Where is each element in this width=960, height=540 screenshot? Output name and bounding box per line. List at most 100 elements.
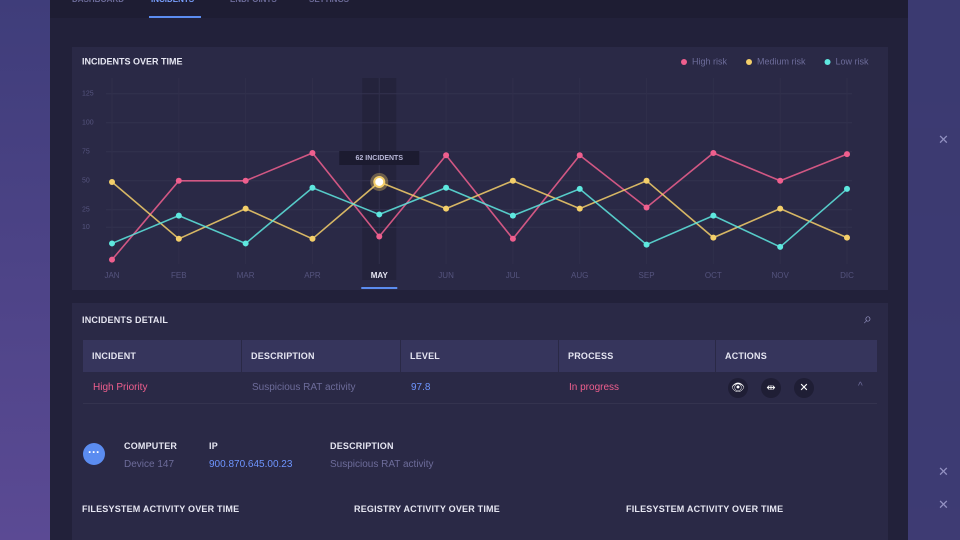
cell: In progress [569,382,620,393]
data-point [777,177,784,184]
close-icon[interactable]: ✕ [938,132,949,147]
more-button[interactable]: ··· [83,443,105,465]
legend-dot [746,59,753,65]
cell: High Priority [93,382,148,393]
data-point [109,240,115,247]
column-header: LEVEL [410,351,441,361]
data-point [376,233,383,240]
x-tick-label: APR [304,271,321,280]
column-divider [241,340,242,372]
x-tick-label: MAR [237,271,255,280]
data-point [242,177,249,184]
y-tick-label: 125 [82,91,94,98]
column-divider [558,340,559,372]
data-point [443,184,450,191]
legend-label: Low risk [836,56,870,66]
column-divider [400,340,401,372]
field-label: COMPUTER [124,441,178,451]
side-panel: ✕ ✕ ✕ [908,0,960,540]
close-icon[interactable]: ✕ [938,497,949,512]
nav-tab[interactable]: ENDPOINTS [230,0,277,4]
x-tick-label: DIC [840,271,854,280]
data-point [643,204,650,211]
data-point [710,234,717,241]
x-tick-label: JUL [506,271,521,280]
data-point [509,235,516,242]
section-title: REGISTRY ACTIVITY OVER TIME [354,504,500,514]
data-point [175,235,182,242]
data-point [109,178,115,185]
field-value: 900.870.645.00.23 [209,459,293,470]
y-tick-label: 25 [82,207,90,214]
y-tick-label: 75 [82,149,90,156]
data-point [509,177,516,184]
action-button[interactable]: ⇹ [761,378,781,398]
data-point [309,149,316,156]
data-point [242,240,249,247]
field-value: Suspicious RAT activity [330,459,434,470]
data-point [710,212,717,219]
nav-tab[interactable]: DASHBOARD [72,0,124,4]
section-title: FILESYSTEM ACTIVITY OVER TIME [82,504,240,514]
data-point [443,152,450,159]
data-point [576,205,583,212]
detail-card: INCIDENTS DETAIL ⌕ ··· INCIDENT DESCRIPTI… [72,303,888,540]
x-tick-label: JUN [438,271,454,280]
action-button[interactable]: ✕ [794,378,814,398]
search-icon[interactable]: ⌕ [864,310,872,326]
data-point [175,177,182,184]
column-header: DESCRIPTION [251,351,315,361]
data-point [643,241,650,248]
action-button[interactable]: 👁 [728,378,748,398]
legend-dot [681,59,687,65]
data-point [376,211,383,218]
highlight-point [373,175,386,188]
tooltip-box [339,151,420,165]
data-point [710,149,717,156]
cell: 97.8 [411,382,431,393]
nav-bar: DASHBOARD INCIDENTS ENDPOINTS SETTINGS [50,0,908,18]
legend-label: Medium risk [757,56,806,66]
data-point [309,184,316,191]
close-icon[interactable]: ✕ [938,464,949,479]
data-point [576,152,583,159]
field-label: DESCRIPTION [330,441,394,451]
data-point [309,235,316,242]
chart-card: INCIDENTS OVER TIME 10 25 50 75 100 125 JAN FEB M… [72,47,888,290]
tooltip: 62 INCIDENTS [356,155,404,162]
data-point [643,177,650,184]
legend-dot [824,59,831,65]
nav-tab[interactable]: INCIDENTS [151,0,194,4]
data-point [777,205,784,212]
data-point [509,212,516,219]
column-header: PROCESS [568,351,614,361]
x-tick-label: NOV [772,271,790,280]
chart: INCIDENTS OVER TIME 10 25 50 75 100 125 JAN FEB M… [82,56,870,289]
data-point [576,185,583,192]
y-tick-label: 10 [82,224,90,231]
column-header: ACTIONS [725,351,767,361]
row-divider [83,403,877,404]
legend-label: High risk [692,56,728,66]
data-point [109,256,115,263]
section-title: FILESYSTEM ACTIVITY OVER TIME [626,504,784,514]
y-tick-label: 100 [82,120,94,127]
data-point [242,205,249,212]
data-point [844,151,850,158]
cell: Suspicious RAT activity [252,382,356,393]
x-tick-label: FEB [171,271,187,280]
field-label: IP [209,441,218,451]
table-header [83,340,877,372]
series-line [111,151,848,261]
collapse-icon[interactable]: ^ [858,381,863,392]
detail-title: INCIDENTS DETAIL [82,315,169,325]
data-point [844,234,850,241]
chart-title: INCIDENTS OVER TIME [82,56,183,66]
data-point [175,212,182,219]
nav-tab[interactable]: SETTINGS [309,0,349,4]
nav-underline [149,16,201,18]
x-tick-label: MAY [371,271,389,280]
data-point [777,243,784,250]
x-tick-label: JAN [104,271,119,280]
data-point [443,205,450,212]
